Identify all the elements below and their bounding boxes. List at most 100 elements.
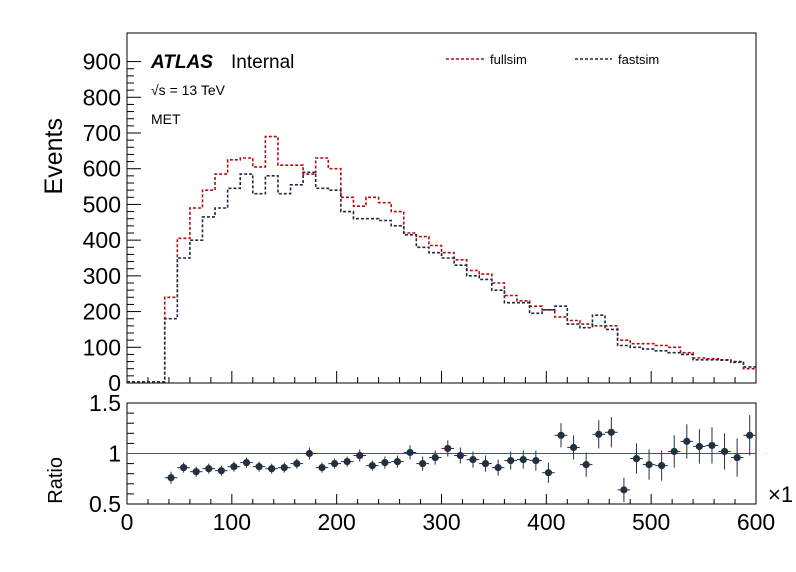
ratio-x-tick-label: 100 [213,509,251,535]
ratio-marker [268,465,276,473]
ratio-point [189,466,203,477]
ratio-point [416,456,429,471]
ratio-point [303,447,316,460]
ratio-point [667,435,681,468]
ratio-point [529,450,543,471]
ratio-marker [695,442,703,451]
ratio-point [441,440,455,457]
ratio-marker [456,451,464,460]
ratio-x-tick-label: 500 [632,509,670,535]
ratio-marker [469,455,477,464]
main-y-tick-label: 800 [83,84,121,110]
ratio-marker [494,464,502,472]
ratio-marker [444,444,452,453]
ratio-point [504,451,517,470]
ratio-marker [708,441,716,450]
ratio-marker [356,451,364,460]
ratio-marker [180,464,188,472]
x-axis-multiplier: ×1 [768,482,793,507]
histogram-series [127,135,756,383]
ratio-marker [393,457,402,466]
ratio-marker [318,464,326,472]
ratio-point [315,462,329,473]
ratio-x-tick-label: 600 [737,509,775,535]
ratio-y-tick-label: 0.5 [89,491,121,517]
ratio-x-tick-label: 400 [527,509,565,535]
energy-label: √s = 13 TeV [151,82,226,98]
ratio-point [542,462,555,483]
ratio-point [265,463,278,474]
ratio-point [730,438,744,477]
ratio-marker [620,486,628,494]
ratio-point [655,450,668,481]
ratio-point [554,423,568,448]
ratio-marker [293,460,301,468]
internal-label: Internal [231,52,294,73]
ratio-point [630,443,643,474]
ratio-point [466,451,480,468]
ratio-point [366,460,379,471]
ratio-point [605,417,618,448]
ratio-marker [632,454,641,463]
variable-label: MET [151,111,181,127]
ratio-marker [343,457,351,466]
ratio-marker [569,443,578,452]
ratio-marker [720,447,729,456]
ratio-marker [557,431,565,439]
ratio-point [693,429,706,464]
ratio-point [164,471,178,484]
ratio-marker [381,458,389,467]
ratio-point [391,455,404,468]
ratio-x-tick-label: 200 [317,509,355,535]
ratio-marker [683,437,691,445]
series-line-fullsim [127,135,756,383]
main-y-tick-label: 100 [83,334,121,360]
ratio-point [252,461,266,472]
ratio-marker [481,460,490,468]
ratio-point [718,433,731,470]
ratio-point [642,449,656,480]
ratio-point [378,456,392,469]
ratio-x-axis: 0 100 200 300 400 500 600 [121,494,775,535]
ratio-marker [255,463,263,471]
ratio-marker [733,453,741,462]
ratio-marker [406,448,414,457]
ratio-marker [305,449,314,458]
ratio-y-axis: 0.5 1 1.5 [89,390,141,517]
main-y-tick-label: 0 [108,370,121,396]
ratio-point [617,477,631,502]
ratio-marker [431,453,439,462]
ratio-y-tick-label: 1 [108,441,121,467]
ratio-marker [280,464,288,472]
atlas-label: ATLAS [150,52,213,73]
ratio-point [403,445,417,460]
ratio-point [240,457,253,468]
ratio-x-tick-label: 0 [121,509,134,535]
ratio-point [277,462,291,473]
ratio-point [680,424,694,459]
ratio-point [353,449,367,462]
ratio-marker [507,456,515,465]
ratio-point [491,459,505,476]
ratio-marker [419,460,427,468]
ratio-point [579,452,593,477]
ratio-marker [519,455,527,464]
main-y-tick-label: 200 [83,299,121,325]
ratio-marker [658,462,666,470]
ratio-marker [746,431,754,439]
ratio-point [227,461,241,472]
ratio-point [340,456,354,467]
main-y-axis-label: Events [40,118,68,194]
ratio-point [743,415,756,456]
legend-fullsim-label: fullsim [490,52,527,67]
ratio-point [177,462,190,473]
ratio-marker [167,474,175,482]
main-y-tick-label: 900 [83,49,121,75]
ratio-marker [242,458,251,467]
ratio-marker [595,430,603,438]
ratio-point [479,455,492,472]
ratio-y-tick-label: 1.5 [89,390,121,416]
ratio-point [215,465,228,476]
ratio-marker [230,463,238,471]
